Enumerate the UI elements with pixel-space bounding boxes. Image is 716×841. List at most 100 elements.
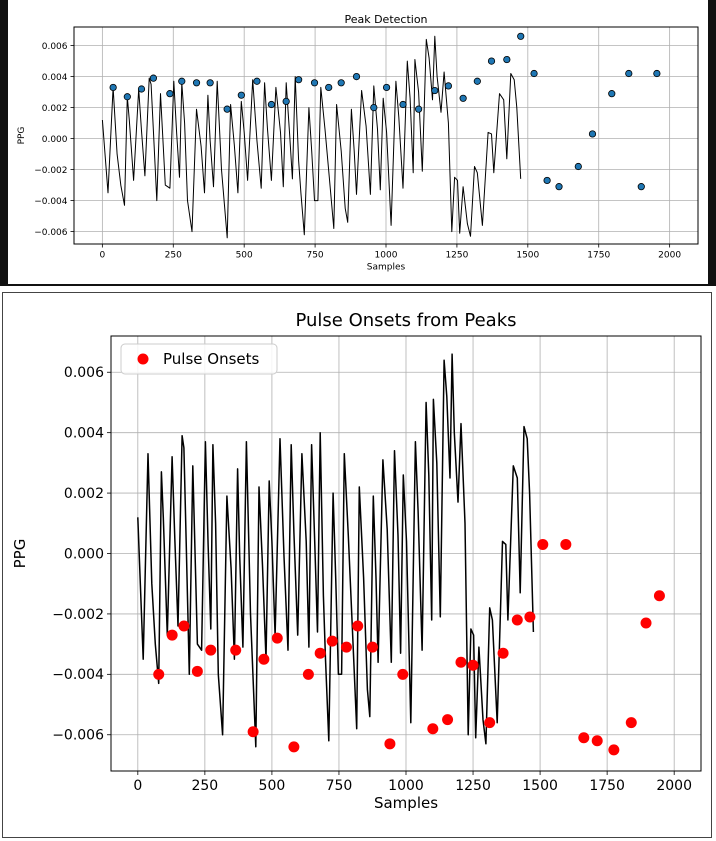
y-tick-label: −0.004 <box>34 197 68 207</box>
chart-title: Peak Detection <box>344 13 427 26</box>
x-tick-label: 500 <box>259 778 286 794</box>
peak-marker <box>352 73 361 81</box>
pulse-onset-marker <box>653 590 665 602</box>
legend-label-pulse-onsets: Pulse Onsets <box>163 350 260 368</box>
x-tick-label: 2000 <box>656 778 692 794</box>
y-tick-label: 0.004 <box>42 73 68 83</box>
pulse-onset-marker <box>397 668 409 680</box>
y-axis-label: PPG <box>17 127 27 145</box>
pulse-onset-marker <box>625 717 637 729</box>
x-tick-label: 250 <box>191 778 218 794</box>
chart-title: Pulse Onsets from Peaks <box>295 310 516 331</box>
peak-marker <box>653 69 661 78</box>
plot-frame <box>110 335 702 772</box>
peak-marker <box>223 105 231 113</box>
y-tick-label: 0.006 <box>64 365 104 381</box>
pulse-onset-marker <box>591 735 603 747</box>
x-tick-label: 1500 <box>516 251 539 261</box>
peak-detection-chart: 0 250 500 750 1000 1250 1500 1750 2000 −0.006 −0.0… <box>17 13 699 273</box>
pulse-onset-marker <box>258 653 270 665</box>
pulse-onset-marker <box>608 744 620 756</box>
pulse-onset-marker <box>467 659 479 671</box>
peak-marker <box>178 77 186 85</box>
peak-marker <box>382 83 391 92</box>
x-tick-label: 1000 <box>388 778 424 794</box>
peak-marker <box>431 86 439 95</box>
peak-marker <box>282 97 290 106</box>
pulse-onset-marker <box>178 620 190 632</box>
peak-marker <box>555 183 563 191</box>
pulse-onset-marker <box>205 644 217 656</box>
pulse-onset-marker <box>230 644 242 656</box>
pulse-onset-marker <box>247 726 259 738</box>
x-tick-label: 500 <box>236 251 253 261</box>
peak-marker <box>625 69 633 78</box>
pulse-onset-marker <box>340 641 352 653</box>
x-tick-label: 1750 <box>587 251 610 261</box>
pulse-onset-marker <box>442 714 454 726</box>
y-tick-label: 0.000 <box>42 135 68 145</box>
pulse-onset-marker <box>640 617 652 629</box>
peak-marker <box>530 69 538 78</box>
y-tick-label: 0.002 <box>42 104 68 114</box>
peak-marker <box>137 85 146 93</box>
pulse-onset-marker <box>352 620 364 632</box>
peak-marker <box>399 100 407 109</box>
y-tick-label: −0.002 <box>52 607 104 623</box>
peak-marker <box>109 83 117 92</box>
plot-frame <box>73 26 699 245</box>
peak-marker <box>588 130 597 138</box>
x-tick-label: 0 <box>133 778 142 794</box>
ppg-signal-line <box>137 353 535 748</box>
pulse-onset-marker <box>524 611 536 623</box>
pulse-onset-marker <box>153 668 165 680</box>
peak-marker <box>310 79 319 87</box>
peak-marker <box>415 105 423 113</box>
pulse-onset-marker <box>314 647 326 659</box>
pulse-onset-marker <box>497 647 509 659</box>
peak-marker <box>543 176 551 185</box>
peak-marker <box>503 55 511 64</box>
peak-marker <box>574 162 582 171</box>
pulse-onset-marker <box>302 668 314 680</box>
pulse-onset-marker <box>384 738 396 750</box>
x-tick-label: 1750 <box>589 778 625 794</box>
y-tick-label: 0.006 <box>42 42 68 52</box>
x-axis-label: Samples <box>374 794 438 812</box>
x-tick-label: 1000 <box>375 251 398 261</box>
peak-marker <box>444 82 452 90</box>
pulse-onsets-chart: 0 250 500 750 1000 1250 1500 1750 2000 −0.006 −0.0… <box>11 310 702 812</box>
peak-marker <box>337 79 345 87</box>
y-axis-label: PPG <box>11 539 29 569</box>
peak-marker <box>295 76 303 84</box>
x-tick-label: 750 <box>326 778 353 794</box>
peak-marker <box>267 100 276 109</box>
peak-marker <box>123 93 131 101</box>
pulse-onset-marker <box>537 538 549 550</box>
peak-marker <box>192 79 201 87</box>
pulse-onset-marker <box>166 629 178 641</box>
y-tick-label: −0.002 <box>34 166 67 176</box>
pulse-onset-marker <box>560 538 572 550</box>
x-tick-label: 250 <box>165 251 182 261</box>
peak-marker <box>459 94 467 102</box>
pulse-onset-marker <box>191 665 203 677</box>
peak-marker <box>370 104 378 112</box>
x-tick-label: 1250 <box>455 778 491 794</box>
peak-marker <box>237 91 245 99</box>
y-tick-label: 0.000 <box>64 546 104 562</box>
peak-detection-panel: 0 250 500 750 1000 1250 1500 1750 2000 −0.006 −0.0… <box>0 0 716 286</box>
pulse-onsets-panel: 0 250 500 750 1000 1250 1500 1750 2000 −0.006 −0.0… <box>2 292 712 838</box>
x-tick-label: 750 <box>306 251 323 261</box>
pulse-onset-marker <box>578 732 590 744</box>
pulse-onset-marker <box>427 723 439 735</box>
x-axis-label: Samples <box>367 263 406 273</box>
peak-marker <box>325 83 333 92</box>
peak-marker <box>206 79 214 87</box>
x-tick-label: 1250 <box>445 251 468 261</box>
pulse-onset-marker <box>271 632 283 644</box>
legend-box <box>120 343 278 375</box>
y-tick-label: −0.004 <box>52 667 104 683</box>
pulse-onset-marker <box>455 656 467 668</box>
pulse-onset-marker <box>484 717 496 729</box>
